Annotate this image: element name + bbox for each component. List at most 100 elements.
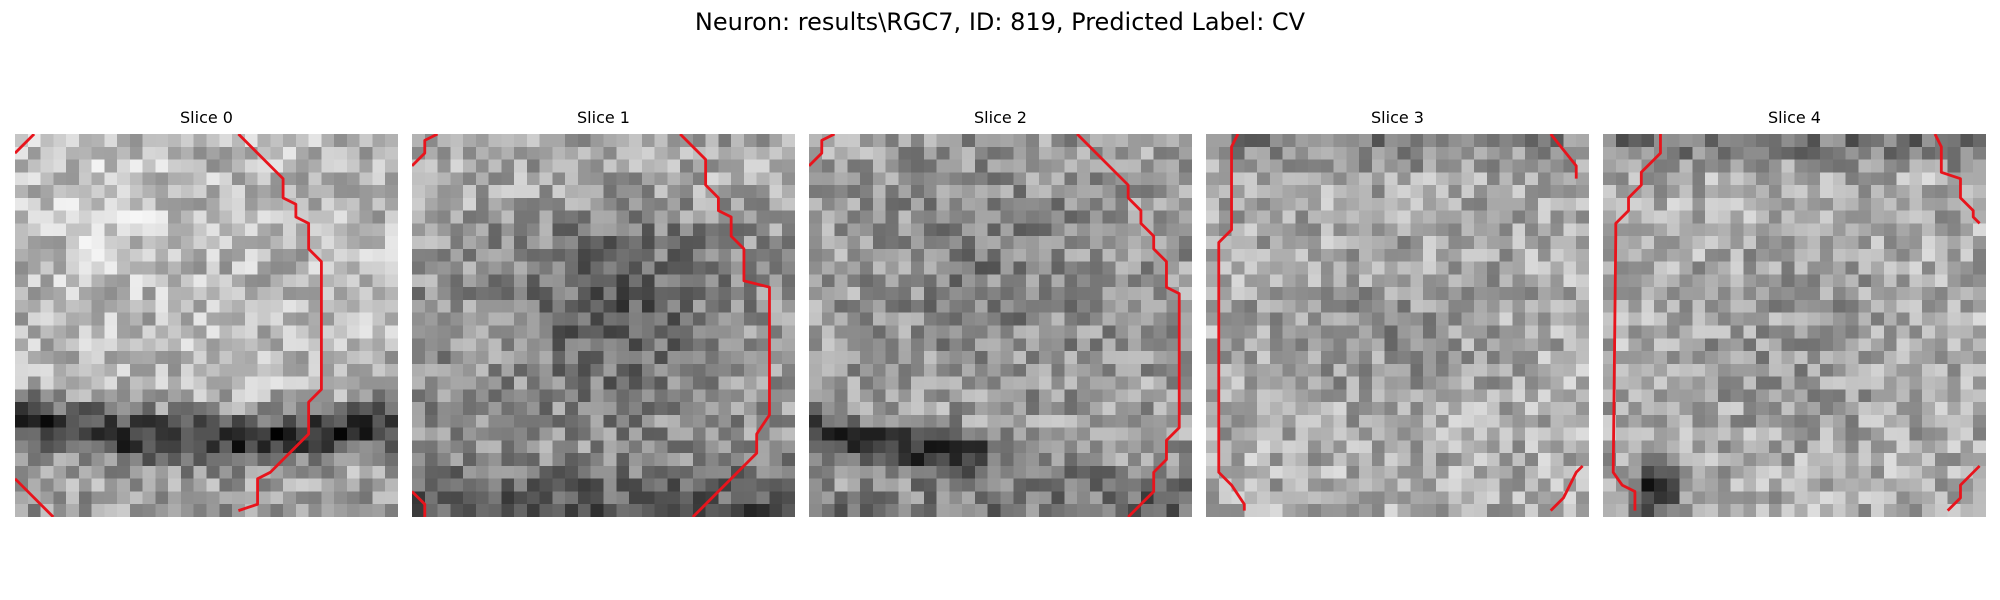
pixel-cell <box>1320 236 1334 250</box>
pixel-cell <box>1730 210 1744 224</box>
pixel-cell <box>346 299 360 313</box>
pixel-cell <box>885 146 899 160</box>
pixel-cell <box>898 261 912 275</box>
pixel-cell <box>270 491 284 505</box>
pixel-cell <box>987 146 1001 160</box>
pixel-cell <box>641 287 655 301</box>
pixel-cell <box>180 159 194 173</box>
pixel-cell <box>936 325 950 339</box>
pixel-cell <box>1077 299 1091 313</box>
pixel-cell <box>911 491 925 505</box>
pixel-cell <box>1654 363 1668 377</box>
pixel-cell <box>1871 312 1885 326</box>
pixel-cell <box>629 440 643 454</box>
pixel-cell <box>450 440 464 454</box>
pixel-cell <box>1128 465 1142 479</box>
pixel-cell <box>372 299 386 313</box>
pixel-cell <box>1832 134 1846 148</box>
pixel-cell <box>1128 351 1142 365</box>
pixel-cell <box>1896 210 1910 224</box>
pixel-cell <box>654 351 668 365</box>
pixel-cell <box>142 504 156 517</box>
pixel-cell <box>1781 210 1795 224</box>
pixel-cell <box>1794 453 1808 467</box>
pixel-cell <box>1448 325 1462 339</box>
pixel-cell <box>1218 261 1232 275</box>
pixel-cell <box>1410 465 1424 479</box>
pixel-cell <box>1269 261 1283 275</box>
pixel-cell <box>1896 274 1910 288</box>
pixel-cell <box>1909 427 1923 441</box>
pixel-cell <box>1909 402 1923 416</box>
pixel-cell <box>244 223 258 237</box>
pixel-cell <box>603 287 617 301</box>
pixel-cell <box>104 248 118 262</box>
pixel-cell <box>117 402 131 416</box>
pixel-cell <box>219 414 233 428</box>
pixel-cell <box>1525 299 1539 313</box>
pixel-cell <box>450 197 464 211</box>
pixel-cell <box>1000 248 1014 262</box>
pixel-cell <box>1781 427 1795 441</box>
pixel-cell <box>219 299 233 313</box>
pixel-cell <box>1603 146 1617 160</box>
pixel-cell <box>1359 197 1373 211</box>
pixel-cell <box>15 299 29 313</box>
pixel-cell <box>129 223 143 237</box>
pixel-cell <box>1922 427 1936 441</box>
pixel-cell <box>424 478 438 492</box>
pixel-cell <box>1461 159 1475 173</box>
pixel-cell <box>1308 134 1322 148</box>
pixel-cell <box>1883 236 1897 250</box>
pixel-cell <box>962 172 976 186</box>
pixel-cell <box>1153 236 1167 250</box>
pixel-cell <box>526 414 540 428</box>
pixel-cell <box>514 223 528 237</box>
pixel-cell <box>756 248 770 262</box>
pixel-cell <box>731 491 745 505</box>
pixel-cell <box>1244 402 1258 416</box>
pixel-cell <box>923 351 937 365</box>
pixel-cell <box>654 402 668 416</box>
pixel-cell <box>1576 159 1589 173</box>
pixel-cell <box>27 338 41 352</box>
pixel-cell <box>1525 414 1539 428</box>
pixel-cell <box>1346 134 1360 148</box>
pixel-cell <box>654 134 668 148</box>
boundary-contour <box>809 134 836 167</box>
pixel-cell <box>104 504 118 517</box>
pixel-cell <box>949 351 963 365</box>
pixel-cell <box>1486 478 1500 492</box>
pixel-cell <box>1807 223 1821 237</box>
pixel-cell <box>40 376 54 390</box>
pixel-cell <box>743 248 757 262</box>
pixel-cell <box>1115 376 1129 390</box>
pixel-cell <box>1858 159 1872 173</box>
pixel-cell <box>475 363 489 377</box>
pixel-cell <box>155 453 169 467</box>
pixel-cell <box>923 478 937 492</box>
pixel-cell <box>1883 440 1897 454</box>
pixel-cell <box>692 172 706 186</box>
pixel-cell <box>257 248 271 262</box>
pixel-cell <box>1410 248 1424 262</box>
pixel-cell <box>1666 299 1680 313</box>
pixel-cell <box>1820 402 1834 416</box>
pixel-cell <box>475 402 489 416</box>
pixel-cell <box>117 223 131 237</box>
pixel-cell <box>987 299 1001 313</box>
pixel-cell <box>1140 325 1154 339</box>
pixel-cell <box>1654 172 1668 186</box>
pixel-cell <box>1410 478 1424 492</box>
pixel-cell <box>898 185 912 199</box>
pixel-cell <box>1858 478 1872 492</box>
pixel-cell <box>129 478 143 492</box>
pixel-cell <box>1359 261 1373 275</box>
pixel-cell <box>1947 236 1961 250</box>
pixel-cell <box>641 223 655 237</box>
pixel-cell <box>385 363 398 377</box>
pixel-cell <box>488 185 502 199</box>
pixel-cell <box>1244 504 1258 517</box>
pixel-cell <box>1705 440 1719 454</box>
pixel-cell <box>1820 414 1834 428</box>
